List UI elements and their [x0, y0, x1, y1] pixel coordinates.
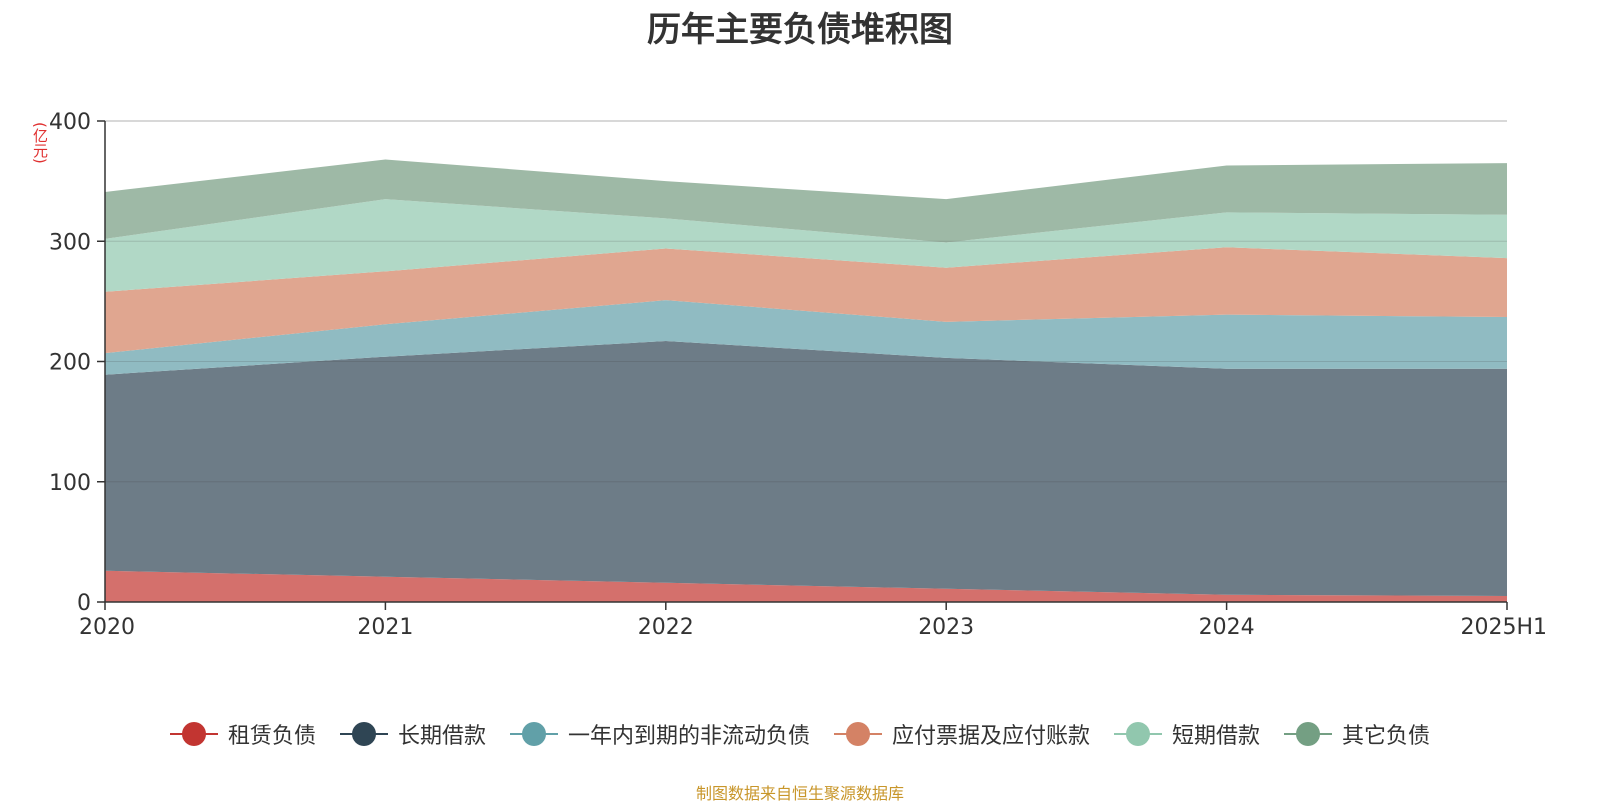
y-tick-label: 200: [49, 351, 91, 376]
y-tick-label: 400: [49, 110, 91, 135]
legend-label: 一年内到期的非流动负债: [567, 724, 810, 749]
area-series-5[interactable]: [105, 199, 1507, 292]
legend-dot-icon: [521, 722, 546, 746]
legend-item-2[interactable]: 长期借款: [339, 718, 486, 750]
legend-item-5[interactable]: 短期借款: [1114, 718, 1260, 750]
x-tick-label: 2024: [1199, 615, 1255, 640]
area-series-4[interactable]: [105, 247, 1507, 354]
chart-title: 历年主要负债堆积图: [647, 10, 953, 50]
x-tick-label: 2020: [79, 615, 135, 640]
legend-marker-icon: [339, 721, 388, 747]
legend-label: 应付票据及应付账款: [892, 724, 1091, 749]
legend-marker-icon: [1114, 721, 1163, 747]
legend-item-3[interactable]: 一年内到期的非流动负债: [509, 718, 810, 750]
area-series: [105, 159, 1507, 602]
legend-item-1[interactable]: 租赁负债: [169, 718, 316, 750]
legend-marker-icon: [169, 721, 218, 747]
y-tick-label: 100: [49, 471, 91, 496]
legend-label: 其它负债: [1342, 724, 1431, 749]
legend: 租赁负债 长期借款 一年内到期的非流动负债 应付票据及应付账款 短期借款 其它负债: [0, 718, 1600, 750]
legend-marker-icon: [834, 721, 882, 747]
x-tick-label: 2023: [918, 615, 974, 640]
legend-label: 长期借款: [397, 724, 486, 749]
legend-marker-icon: [1284, 721, 1333, 747]
y-tick-label: 300: [49, 230, 91, 255]
legend-dot-icon: [1126, 722, 1151, 746]
legend-marker-icon: [509, 721, 558, 747]
y-axis-unit-label: (亿元): [31, 122, 49, 164]
legend-item-6[interactable]: 其它负债: [1284, 718, 1430, 750]
legend-label: 租赁负债: [227, 724, 316, 749]
legend-dot-icon: [1296, 722, 1321, 746]
x-tick-label: 2022: [638, 615, 694, 640]
axes: 0 100 200 300 400 2020 2021 2022 2023 2024 2025H1: [49, 110, 1547, 640]
x-tick-label: 2021: [357, 615, 413, 640]
legend-dot-icon: [351, 722, 376, 746]
legend-dot-icon: [846, 722, 870, 746]
legend-item-4[interactable]: 应付票据及应付账款: [834, 718, 1090, 750]
legend-dot-icon: [181, 722, 206, 746]
area-series-3[interactable]: [105, 300, 1507, 375]
area-series-6[interactable]: [105, 159, 1507, 243]
x-tick-label: 2025H1: [1460, 615, 1547, 640]
area-series-1[interactable]: [105, 570, 1507, 602]
legend-label: 短期借款: [1172, 724, 1261, 749]
area-series-2[interactable]: [105, 341, 1507, 596]
source-note: 制图数据来自恒生聚源数据库: [695, 784, 904, 803]
y-tick-label: 0: [77, 591, 91, 616]
